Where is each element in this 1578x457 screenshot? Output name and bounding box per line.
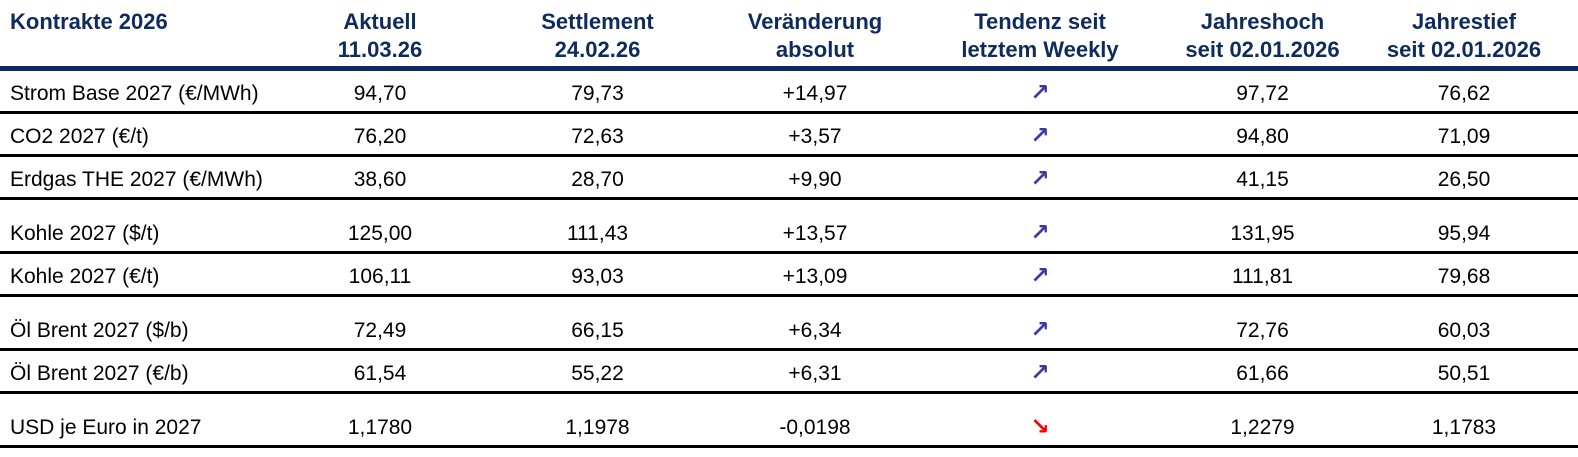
aktuell-value: 76,20 [353, 124, 407, 148]
table-row: Erdgas THE 2027 (€/MWh) 38,60 28,70 +9,9… [0, 157, 1578, 200]
contract-label: Erdgas THE 2027 (€/MWh) [10, 167, 263, 191]
aktuell-value: 61,54 [353, 361, 407, 385]
veraenderung-value: +6,34 [788, 318, 842, 342]
aktuell-value: 125,00 [347, 221, 413, 245]
jahreshoch-value: 1,2279 [1230, 415, 1295, 439]
veraenderung-value: +14,97 [782, 81, 848, 105]
jahrestief-value: 60,03 [1437, 318, 1491, 342]
contract-label: Strom Base 2027 (€/MWh) [10, 81, 259, 105]
trend-up-arrow-icon: ↗ [1030, 220, 1050, 246]
jahreshoch-value: 61,66 [1236, 361, 1289, 385]
header-settlement: Settlement 24.02.26 [470, 8, 725, 66]
trend-up-arrow-icon: ↗ [1030, 317, 1050, 343]
row-group-spacer [0, 297, 1578, 308]
jahrestief-value: 79,68 [1437, 264, 1491, 288]
aktuell-value: 72,49 [353, 318, 407, 342]
contract-label: Öl Brent 2027 (€/b) [10, 361, 189, 385]
veraenderung-value: +13,57 [782, 221, 848, 245]
header-line1: Settlement [541, 9, 654, 34]
trend-up-arrow-icon: ↗ [1030, 360, 1050, 386]
header-jahreshoch: Jahreshoch seit 02.01.2026 [1175, 8, 1350, 66]
contract-label: Kohle 2027 ($/t) [10, 221, 160, 245]
header-veraenderung: Veränderung absolut [725, 8, 905, 66]
veraenderung-value: +3,57 [788, 124, 842, 148]
header-line1: Tendenz seit [974, 9, 1106, 34]
settlement-value: 111,43 [566, 221, 629, 245]
veraenderung-value: +6,31 [788, 361, 842, 385]
settlement-value: 28,70 [571, 167, 624, 191]
jahrestief-value: 95,94 [1437, 221, 1491, 245]
table-row: Kohle 2027 (€/t) 106,11 93,03 +13,09 ↗ 1… [0, 254, 1578, 297]
contract-label: CO2 2027 (€/t) [10, 124, 149, 148]
aktuell-value: 94,70 [353, 81, 407, 105]
table-header-row: Kontrakte 2026 Aktuell 11.03.26 Settleme… [0, 0, 1578, 71]
row-group-spacer [0, 394, 1578, 405]
header-line1: Jahrestief [1412, 9, 1516, 34]
aktuell-value: 38,60 [353, 167, 407, 191]
header-line2: seit 02.01.2026 [1185, 37, 1340, 62]
table-row: USD je Euro in 2027 1,1780 1,1978 -0,019… [0, 405, 1578, 448]
veraenderung-value: +13,09 [782, 264, 848, 288]
jahreshoch-value: 41,15 [1236, 167, 1289, 191]
aktuell-value: 1,1780 [347, 415, 413, 439]
trend-up-arrow-icon: ↗ [1030, 123, 1050, 149]
settlement-value: 66,15 [571, 318, 624, 342]
table-row: Kohle 2027 ($/t) 125,00 111,43 +13,57 ↗ … [0, 211, 1578, 254]
settlement-value: 72,63 [571, 124, 624, 148]
jahreshoch-value: 97,72 [1236, 81, 1289, 105]
header-line2: seit 02.01.2026 [1386, 37, 1542, 62]
jahrestief-value: 50,51 [1437, 361, 1491, 385]
jahreshoch-value: 94,80 [1236, 124, 1289, 148]
settlement-value: 1,1978 [565, 415, 630, 439]
contract-label: Kohle 2027 (€/t) [10, 264, 160, 288]
header-line2: 11.03.26 [337, 37, 423, 62]
header-aktuell: Aktuell 11.03.26 [290, 8, 470, 66]
header-line1: Aktuell [343, 9, 417, 34]
jahreshoch-value: 131,95 [1230, 221, 1295, 245]
contract-label: Öl Brent 2027 ($/b) [10, 318, 189, 342]
trend-down-arrow-icon: ↘ [1030, 414, 1050, 440]
jahrestief-value: 76,62 [1437, 81, 1491, 105]
header-line1: Jahreshoch [1200, 9, 1325, 34]
header-line2: absolut [775, 37, 855, 62]
header-line1: Kontrakte 2026 [10, 9, 168, 34]
header-kontrakte: Kontrakte 2026 [0, 8, 290, 66]
veraenderung-value: -0,0198 [779, 415, 851, 439]
table-row: Strom Base 2027 (€/MWh) 94,70 79,73 +14,… [0, 71, 1578, 114]
veraenderung-value: +9,90 [788, 167, 842, 191]
trend-up-arrow-icon: ↗ [1030, 166, 1050, 192]
settlement-value: 79,73 [571, 81, 624, 105]
trend-up-arrow-icon: ↗ [1030, 80, 1050, 106]
jahrestief-value: 26,50 [1437, 167, 1491, 191]
settlement-value: 93,03 [571, 264, 624, 288]
header-jahrestief: Jahrestief seit 02.01.2026 [1350, 8, 1578, 66]
table-body: Strom Base 2027 (€/MWh) 94,70 79,73 +14,… [0, 71, 1578, 448]
jahrestief-value: 71,09 [1437, 124, 1491, 148]
settlement-value: 55,22 [571, 361, 624, 385]
header-line1: Veränderung [747, 9, 883, 34]
contract-label: USD je Euro in 2027 [10, 415, 202, 439]
header-line2: letztem Weekly [961, 37, 1119, 62]
jahreshoch-value: 111,81 [1231, 264, 1294, 288]
jahrestief-value: 1,1783 [1431, 415, 1497, 439]
header-line2: 24.02.26 [554, 37, 641, 62]
trend-up-arrow-icon: ↗ [1030, 263, 1050, 289]
header-line2 [10, 36, 290, 64]
table-row: Öl Brent 2027 ($/b) 72,49 66,15 +6,34 ↗ … [0, 308, 1578, 351]
table-row: CO2 2027 (€/t) 76,20 72,63 +3,57 ↗ 94,80… [0, 114, 1578, 157]
header-tendenz: Tendenz seit letztem Weekly [905, 8, 1175, 66]
row-group-spacer [0, 200, 1578, 211]
table-row: Öl Brent 2027 (€/b) 61,54 55,22 +6,31 ↗ … [0, 351, 1578, 394]
aktuell-value: 106,11 [348, 264, 412, 288]
jahreshoch-value: 72,76 [1236, 318, 1289, 342]
